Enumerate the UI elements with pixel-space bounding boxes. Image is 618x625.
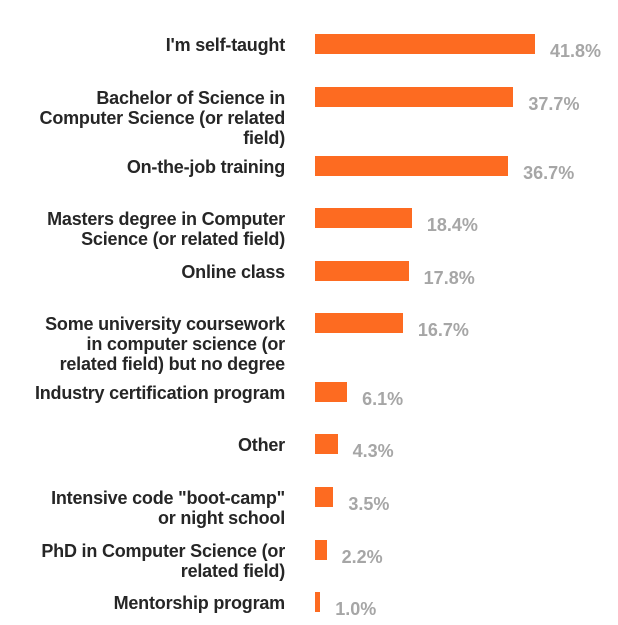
bar [315,208,412,228]
bar [315,34,535,54]
value-label: 3.5% [348,494,390,514]
value-label: 4.3% [352,441,394,461]
value-label: 1.0% [335,599,377,619]
category-label: Bachelor of Science in Computer Science … [39,88,286,148]
bar [315,592,321,612]
category-label: Mentorship program [113,593,286,613]
category-label: Masters degree in Computer Science (or r… [47,209,285,249]
value-label: 41.8% [550,41,602,61]
category-label: I'm self-taught [165,35,285,55]
category-label: Online class [181,262,285,282]
value-label: 18.4% [426,215,478,235]
category-label: On-the-job training [126,157,285,177]
bar [315,261,409,281]
bar [315,87,514,107]
bar [315,487,334,507]
value-label: 37.7% [528,94,580,114]
bar [315,434,338,454]
category-label: Other [237,435,285,455]
category-label: Industry certification program [34,383,285,403]
category-label: Intensive code "boot-camp" or night scho… [51,488,285,528]
value-label: 16.7% [417,320,469,340]
value-label: 2.2% [341,547,383,567]
bar [315,313,403,333]
bar [315,382,348,402]
category-label: PhD in Computer Science (or related fiel… [41,541,285,581]
value-label: 6.1% [362,389,404,409]
bar [315,156,509,176]
value-label: 36.7% [523,163,575,183]
value-label: 17.8% [423,268,475,288]
bar [315,540,327,560]
category-label: Some university coursework in computer s… [45,314,285,374]
